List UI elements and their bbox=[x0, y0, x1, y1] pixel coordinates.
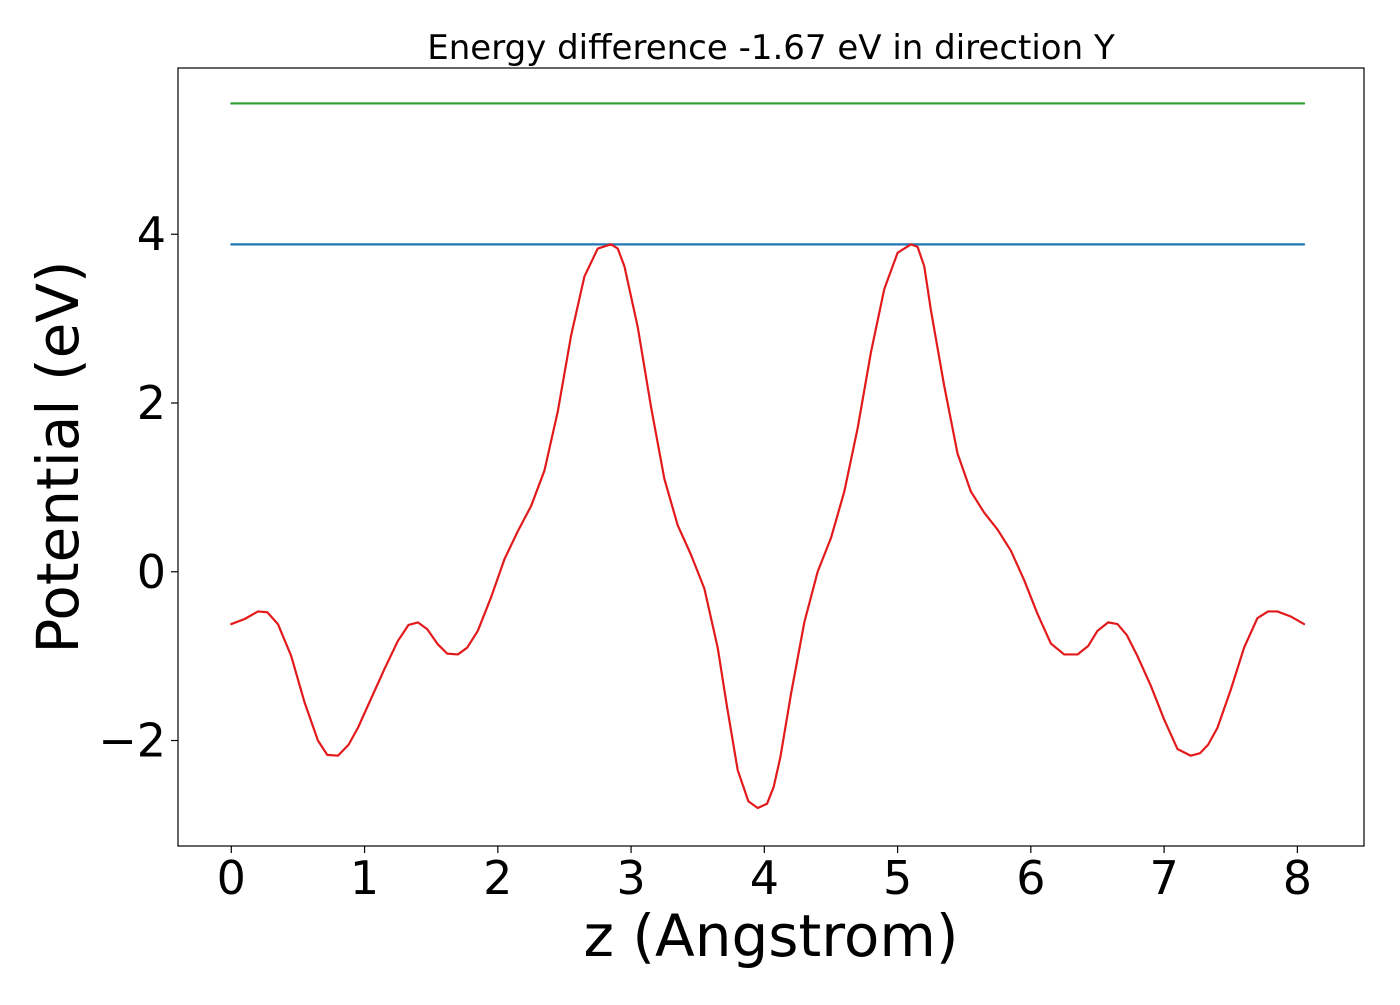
x-tick-label: 5 bbox=[883, 851, 912, 905]
plot-area-frame bbox=[177, 67, 1365, 847]
x-tick-label: 1 bbox=[350, 851, 379, 905]
x-tick-label: 6 bbox=[1016, 851, 1045, 905]
x-axis-label: z (Angstrom) bbox=[584, 902, 959, 970]
y-tick-label: −2 bbox=[98, 714, 166, 768]
x-tick-label: 4 bbox=[750, 851, 779, 905]
series-line-potential-curve bbox=[230, 243, 1306, 810]
y-axis-label: Potential (eV) bbox=[24, 260, 92, 653]
x-tick-label: 8 bbox=[1283, 851, 1312, 905]
series-layer bbox=[230, 102, 1306, 810]
x-tick-label: 7 bbox=[1149, 851, 1178, 905]
x-tick-label: 3 bbox=[616, 851, 645, 905]
y-tick-label: 4 bbox=[137, 207, 166, 261]
chart-title: Energy difference -1.67 eV in direction … bbox=[427, 28, 1115, 68]
x-tick-label: 2 bbox=[483, 851, 512, 905]
tick-layer: 0 1 2 3 4 5 6 7 8 −2 0 2 4 bbox=[98, 207, 1312, 905]
y-tick-label: 2 bbox=[137, 376, 166, 430]
x-tick-label: 0 bbox=[217, 851, 246, 905]
y-tick-label: 0 bbox=[137, 545, 166, 599]
